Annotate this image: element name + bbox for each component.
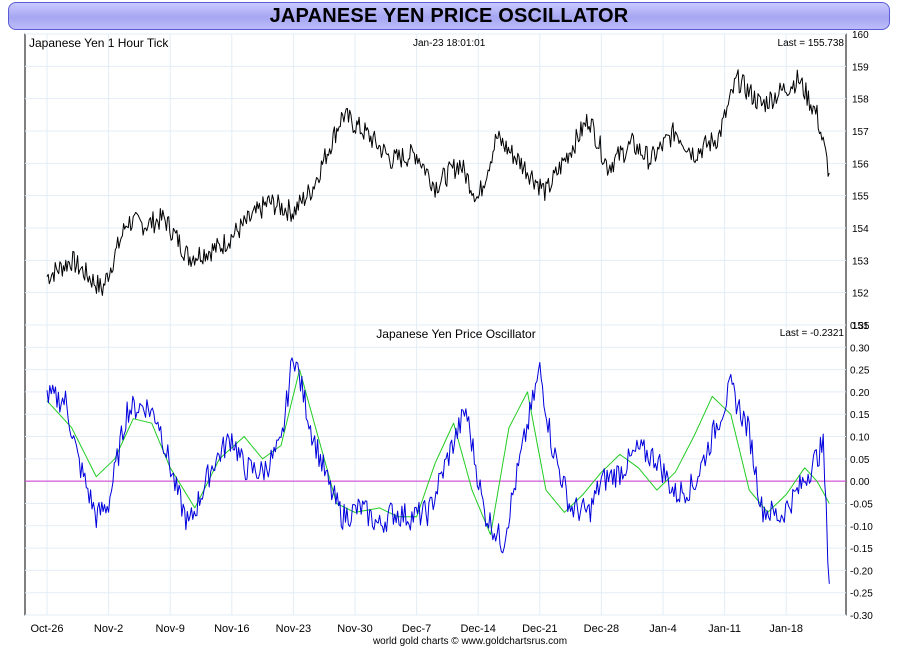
y-tick-label: 158 xyxy=(852,95,869,106)
top-chart-timestamp: Jan-23 18:01:01 xyxy=(413,38,486,49)
top-panel-frame xyxy=(24,33,847,326)
top-series xyxy=(46,69,830,296)
y-tick-label: 0.35 xyxy=(850,321,870,332)
bottom-panel-frame xyxy=(24,324,847,616)
x-tick-label: Nov-2 xyxy=(94,623,123,635)
y-tick-label: 0.05 xyxy=(850,455,870,466)
footer-credit: world gold charts © www.goldchartsrus.co… xyxy=(372,636,567,647)
y-tick-label: 153 xyxy=(852,256,869,267)
y-tick-label: 159 xyxy=(852,62,869,73)
x-axis-labels: Oct-26 Nov-2 Nov-9 Nov-16 Nov-23 Nov-30 Dec-7 D… xyxy=(30,623,803,635)
bottom-series xyxy=(46,357,830,584)
x-tick-label: Dec-14 xyxy=(460,623,495,635)
x-tick-label: Dec-7 xyxy=(402,623,431,635)
x-tick-label: Nov-16 xyxy=(214,623,249,635)
top-chart-title: Japanese Yen 1 Hour Tick xyxy=(29,36,169,50)
bottom-y-axis: 0.35 0.30 0.25 0.20 0.15 0.10 0.05 0.00 -0.05 -0.… xyxy=(850,321,873,622)
series-line-japanese-yen xyxy=(46,69,830,296)
chart-title: JAPANESE YEN PRICE OSCILLATOR xyxy=(8,2,890,30)
y-tick-label: -0.15 xyxy=(850,544,873,555)
y-tick-label: 0.10 xyxy=(850,433,870,444)
bottom-chart-last-label: Last = -0.2321 xyxy=(780,328,845,339)
y-tick-label: -0.20 xyxy=(850,566,873,577)
bottom-panel: 0.35 0.30 0.25 0.20 0.15 0.10 0.05 0.00 -0.05 -0.… xyxy=(24,321,873,622)
x-tick-label: Nov-30 xyxy=(337,623,372,635)
y-tick-label: 151 xyxy=(852,321,869,332)
y-tick-label: -0.30 xyxy=(850,611,873,622)
x-tick-label: Jan-11 xyxy=(708,623,741,635)
bottom-chart-title: Japanese Yen Price Oscillator xyxy=(376,327,535,341)
top-chart-last-label: Last = 155.738 xyxy=(778,38,845,49)
x-tick-label: Dec-21 xyxy=(522,623,557,635)
y-tick-label: 155 xyxy=(852,192,869,203)
y-tick-label: 160 xyxy=(852,30,869,41)
x-tick-label: Nov-9 xyxy=(156,623,185,635)
y-tick-label: 0.15 xyxy=(850,410,870,421)
y-tick-label: 0.30 xyxy=(850,343,870,354)
y-tick-label: 0.20 xyxy=(850,388,870,399)
x-tick-label: Jan-4 xyxy=(649,623,677,635)
y-tick-label: 152 xyxy=(852,289,869,300)
y-tick-label: -0.25 xyxy=(850,589,873,600)
y-tick-label: 156 xyxy=(852,159,869,170)
y-tick-label: 0.25 xyxy=(850,366,870,377)
x-tick-label: Jan-18 xyxy=(769,623,803,635)
y-tick-label: -0.05 xyxy=(850,499,873,510)
x-tick-label: Nov-23 xyxy=(276,623,311,635)
y-tick-label: 157 xyxy=(852,127,869,138)
series-line-signal xyxy=(46,369,830,536)
y-tick-label: 0.00 xyxy=(850,477,870,488)
x-tick-label: Dec-28 xyxy=(584,623,619,635)
top-panel: 151 152 153 154 155 156 157 158 159 160 Japanese … xyxy=(24,30,869,332)
top-y-axis: 151 152 153 154 155 156 157 158 159 160 xyxy=(852,30,869,332)
series-line-price-oscillator xyxy=(46,357,830,584)
x-tick-label: Oct-26 xyxy=(30,623,63,635)
y-tick-label: 154 xyxy=(852,224,869,235)
y-tick-label: -0.10 xyxy=(850,522,873,533)
